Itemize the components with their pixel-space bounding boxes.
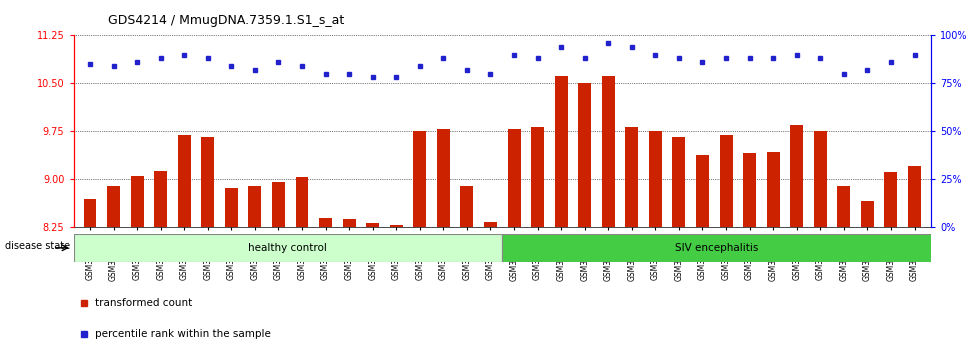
Bar xyxy=(414,131,426,354)
Bar xyxy=(296,177,309,354)
Bar xyxy=(74,234,502,262)
Bar xyxy=(461,187,473,354)
Bar xyxy=(531,126,544,354)
Bar xyxy=(224,188,238,354)
Bar xyxy=(719,136,732,354)
Text: percentile rank within the sample: percentile rank within the sample xyxy=(95,329,270,339)
Bar xyxy=(578,83,591,354)
Bar xyxy=(83,199,96,354)
Text: disease state: disease state xyxy=(5,241,70,251)
Bar xyxy=(790,125,804,354)
Bar xyxy=(248,187,262,354)
Bar xyxy=(508,129,520,354)
Bar xyxy=(484,222,497,354)
Bar xyxy=(837,187,851,354)
Text: GDS4214 / MmugDNA.7359.1.S1_s_at: GDS4214 / MmugDNA.7359.1.S1_s_at xyxy=(108,14,344,27)
Text: healthy control: healthy control xyxy=(249,243,327,253)
Bar xyxy=(390,225,403,354)
Bar xyxy=(743,153,757,354)
Bar xyxy=(885,172,898,354)
Bar xyxy=(154,171,168,354)
Bar xyxy=(602,75,614,354)
Bar xyxy=(672,137,685,354)
Bar xyxy=(696,155,709,354)
Bar xyxy=(319,218,332,354)
Bar xyxy=(367,223,379,354)
Bar xyxy=(555,75,567,354)
Text: transformed count: transformed count xyxy=(95,298,192,308)
Bar xyxy=(813,131,827,354)
Bar xyxy=(201,137,215,354)
Bar xyxy=(649,131,662,354)
Bar xyxy=(437,129,450,354)
Bar xyxy=(860,201,874,354)
Bar xyxy=(130,176,144,354)
Bar xyxy=(107,187,120,354)
Bar xyxy=(343,219,356,354)
Bar xyxy=(502,234,931,262)
Bar xyxy=(177,136,191,354)
Bar xyxy=(625,126,638,354)
Text: SIV encephalitis: SIV encephalitis xyxy=(675,243,759,253)
Bar xyxy=(272,182,285,354)
Bar xyxy=(766,152,780,354)
Bar xyxy=(908,166,921,354)
